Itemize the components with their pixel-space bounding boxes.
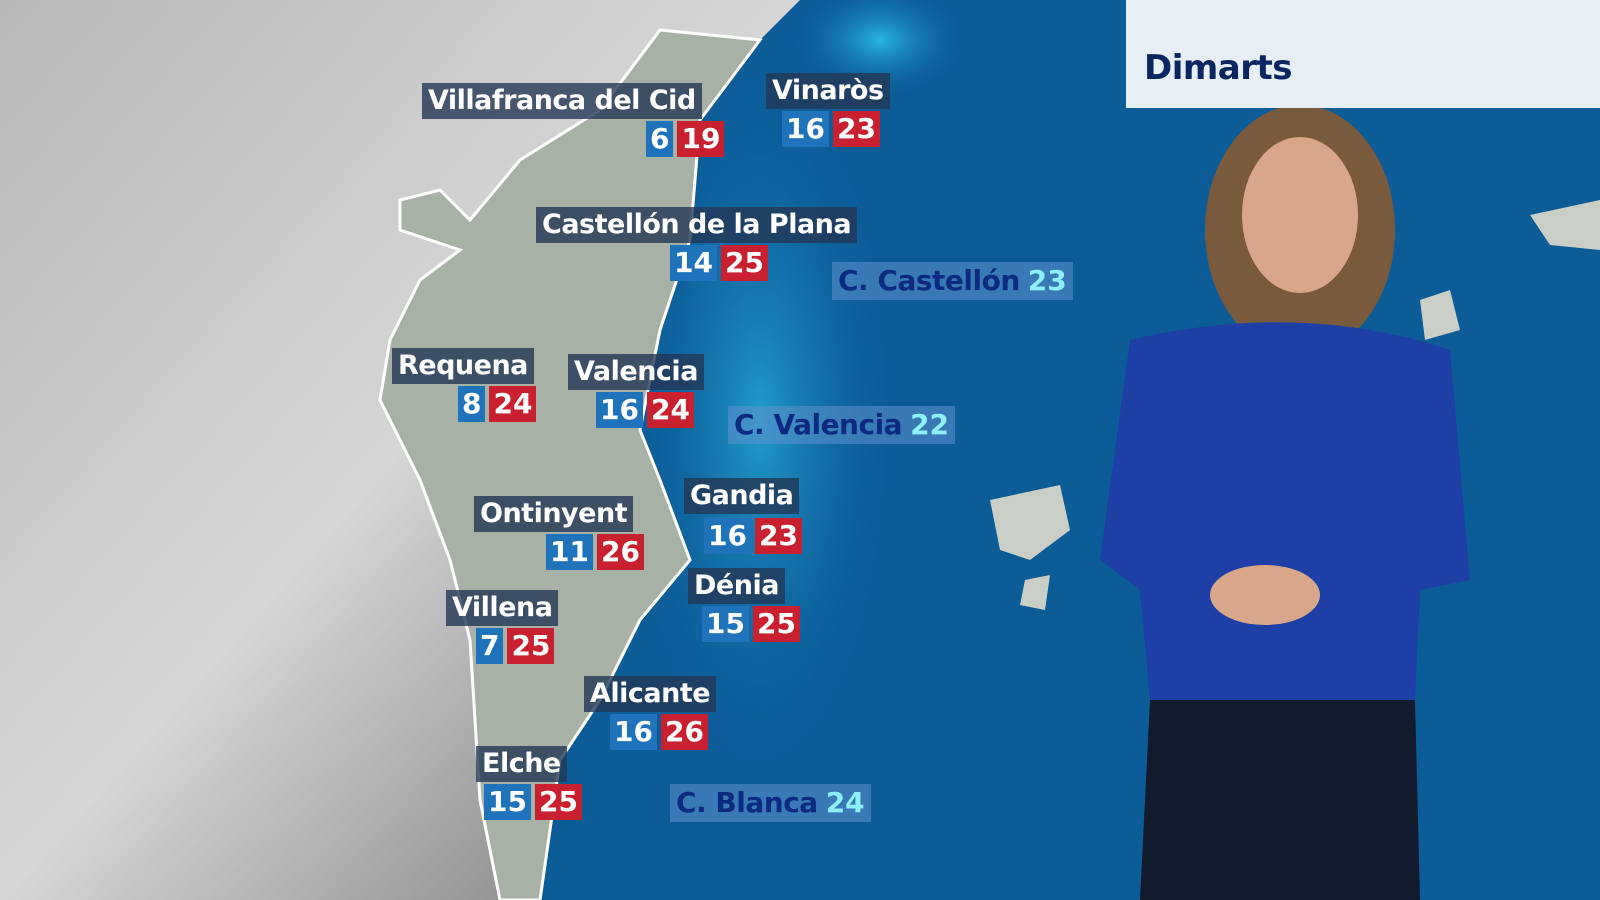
min-temp: 14 bbox=[670, 245, 717, 281]
coastal-castellon: C. Castellón 23 bbox=[832, 262, 1073, 300]
max-temp: 24 bbox=[489, 386, 537, 422]
max-temp: 19 bbox=[677, 121, 725, 157]
city-name: Castellón de la Plana bbox=[536, 207, 858, 243]
city-name: Alicante bbox=[584, 676, 717, 712]
coastal-name: C. Blanca bbox=[676, 786, 818, 819]
ibiza-island bbox=[990, 485, 1070, 610]
max-temp: 23 bbox=[832, 111, 880, 147]
city-name: Villena bbox=[446, 590, 559, 626]
max-temp: 25 bbox=[534, 784, 582, 820]
max-temp: 23 bbox=[754, 518, 802, 554]
min-temp: 16 bbox=[610, 714, 657, 750]
city-name: Requena bbox=[392, 348, 534, 384]
max-temp: 26 bbox=[660, 714, 708, 750]
sea-temp: 24 bbox=[825, 786, 865, 819]
min-temp: 7 bbox=[476, 628, 504, 664]
city-name: Vinaròs bbox=[766, 73, 890, 109]
coastal-blanca: C. Blanca 24 bbox=[670, 784, 871, 822]
city-name: Villafranca del Cid bbox=[422, 83, 702, 119]
city-name: Ontinyent bbox=[474, 496, 634, 532]
mallorca-island bbox=[1530, 200, 1600, 250]
coastal-name: C. Castellón bbox=[838, 264, 1020, 297]
city-name: Gandia bbox=[684, 478, 800, 514]
coastal-valencia: C. Valencia 22 bbox=[728, 406, 956, 444]
coastal-name: C. Valencia bbox=[734, 408, 903, 441]
sea-temp: 22 bbox=[910, 408, 950, 441]
min-temp: 16 bbox=[704, 518, 751, 554]
max-temp: 25 bbox=[720, 245, 768, 281]
day-title: Dimarts bbox=[1144, 48, 1293, 88]
min-temp: 6 bbox=[646, 121, 674, 157]
min-temp: 8 bbox=[458, 386, 486, 422]
max-temp: 25 bbox=[752, 606, 800, 642]
presenter bbox=[1100, 105, 1470, 900]
max-temp: 25 bbox=[507, 628, 555, 664]
min-temp: 15 bbox=[702, 606, 749, 642]
menorca-island bbox=[1420, 290, 1460, 340]
sea-temp: 23 bbox=[1027, 264, 1067, 297]
city-name: Valencia bbox=[568, 354, 704, 390]
city-name: Elche bbox=[476, 746, 567, 782]
max-temp: 24 bbox=[646, 392, 694, 428]
min-temp: 11 bbox=[546, 534, 593, 570]
min-temp: 15 bbox=[484, 784, 531, 820]
city-name: Dénia bbox=[688, 568, 785, 604]
min-temp: 16 bbox=[596, 392, 643, 428]
min-temp: 16 bbox=[782, 111, 829, 147]
day-header: Dimarts bbox=[1126, 0, 1600, 108]
max-temp: 26 bbox=[596, 534, 644, 570]
